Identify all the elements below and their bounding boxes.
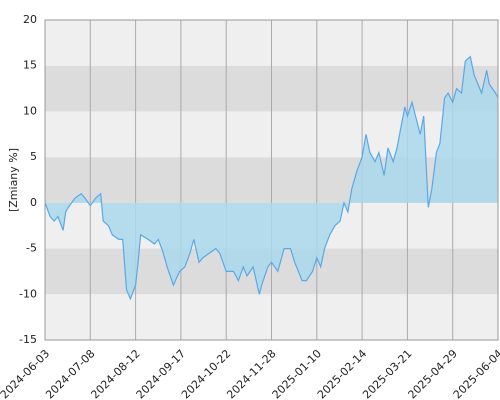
y-tick-label: -15 — [19, 333, 37, 346]
area — [45, 56, 498, 299]
y-tick-label: 20 — [23, 13, 37, 26]
y-tick-label: -5 — [26, 242, 37, 255]
y-tick-label: -10 — [19, 287, 37, 300]
y-tick-label: 5 — [30, 150, 37, 163]
plot-frame — [44, 19, 499, 341]
y-axis-label: [Zmiany %] — [7, 148, 20, 212]
y-tick-label: 10 — [23, 104, 37, 117]
y-tick-label: 0 — [30, 196, 37, 209]
line — [44, 55, 499, 301]
y-tick-label: 15 — [23, 59, 37, 72]
